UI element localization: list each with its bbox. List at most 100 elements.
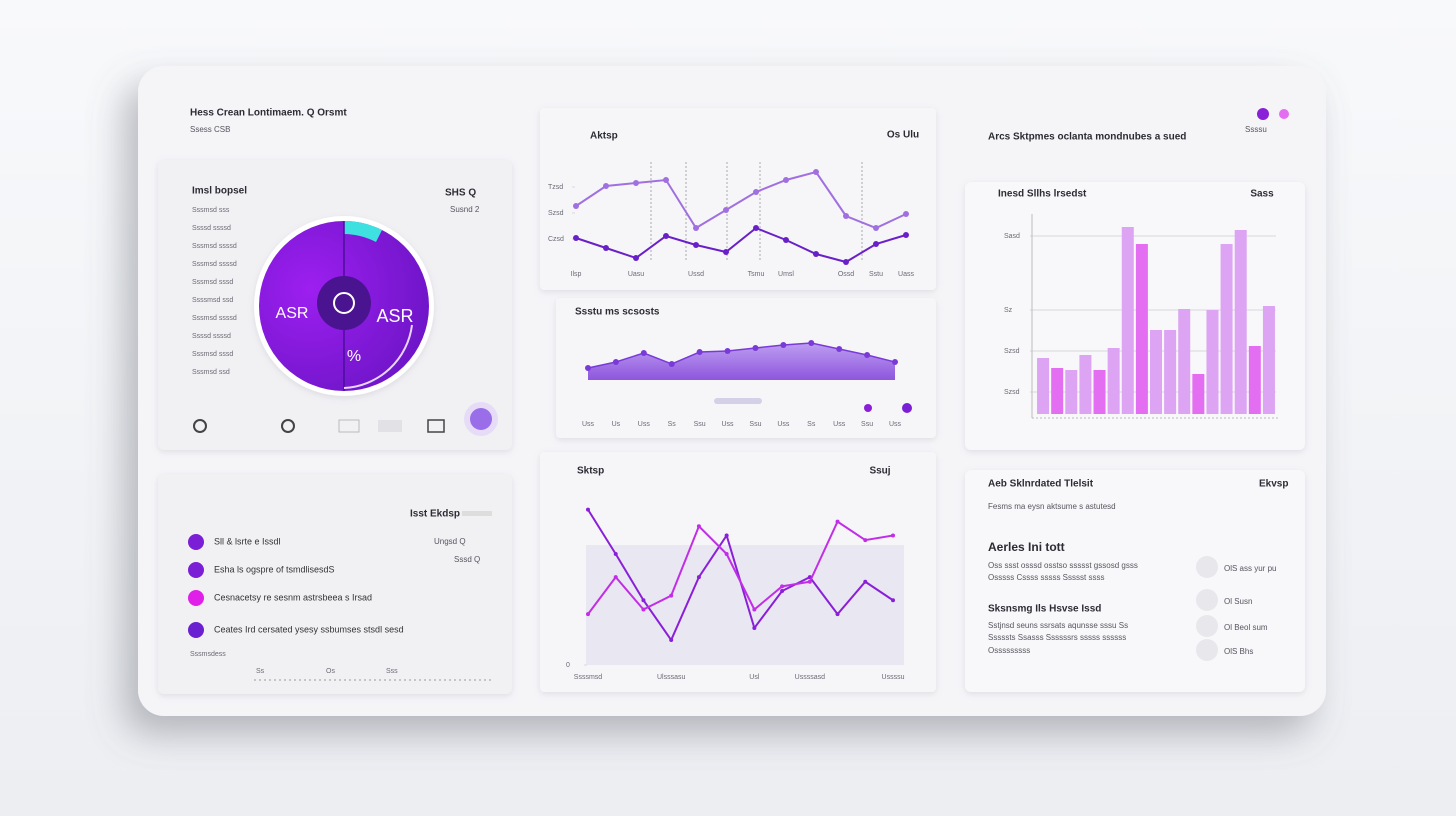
bar <box>1220 244 1233 414</box>
x-tick-label: Uss <box>722 421 735 428</box>
point <box>633 255 639 261</box>
legend-dot[interactable] <box>188 562 204 578</box>
point <box>723 207 729 213</box>
point <box>573 235 579 241</box>
toggle-label: Ol Beol sum <box>1224 623 1268 632</box>
icon[interactable] <box>378 420 402 432</box>
point <box>813 251 819 257</box>
point <box>668 361 675 367</box>
bar <box>1206 310 1219 414</box>
toggle-list: OlS ass yur pu Ol Susn Ol Beol sum OlS Bhs <box>1196 556 1276 661</box>
icon[interactable] <box>338 419 360 433</box>
point <box>724 552 729 556</box>
point <box>633 180 639 186</box>
bar <box>1121 227 1134 414</box>
list-item: Sssmsd ssssd <box>192 315 237 322</box>
point <box>835 612 840 617</box>
point <box>696 349 703 355</box>
x-tick-label: Ussssu <box>882 674 905 681</box>
y-tick-label: Szsd <box>1004 348 1020 355</box>
chart-title: Aktsp <box>590 131 618 142</box>
point <box>585 365 591 371</box>
icon[interactable] <box>193 419 207 433</box>
point <box>723 249 729 255</box>
x-tick-label: Usl <box>749 674 760 681</box>
point <box>873 225 879 231</box>
panel-title: Aeb Sklnrdated Tlelsit <box>988 479 1094 490</box>
plot-area <box>586 545 904 665</box>
bar <box>1107 348 1120 414</box>
legend-text: Ceates Ird cersated ysesy ssbumses stsdl… <box>214 624 404 634</box>
bar <box>1234 230 1247 414</box>
legend-text: Sll & lsrte e Issdl <box>214 536 281 546</box>
chart-subtitle: Ssuj <box>869 466 890 477</box>
x-tick-label: Ssu <box>694 421 706 428</box>
point <box>807 579 812 584</box>
text-line: Sstjnsd seuns ssrsats aqunsse sssu Ss <box>988 621 1128 630</box>
list-item: Sssmsd sssd <box>192 351 233 358</box>
x-tick-label: Umsl <box>778 271 794 278</box>
area <box>588 343 895 380</box>
donut-accent <box>344 221 382 242</box>
point <box>903 232 909 238</box>
chart-subtitle: Os Ulu <box>887 130 919 141</box>
panel <box>540 108 936 290</box>
donut-arc <box>343 324 413 389</box>
y-tick-label: Sz <box>1004 307 1013 314</box>
toggle[interactable] <box>1196 589 1218 611</box>
line <box>575 170 907 230</box>
bar <box>1051 368 1064 414</box>
icon[interactable] <box>281 419 295 433</box>
icon[interactable] <box>427 419 445 433</box>
point <box>780 342 787 348</box>
x-tick-label: Uss <box>777 421 790 428</box>
text-line: Osssssssss <box>988 646 1030 655</box>
y-tick-label: Sasd <box>1004 233 1020 240</box>
list-item: Ssssd ssssd <box>192 333 231 340</box>
point <box>813 169 819 175</box>
toggle[interactable] <box>1196 639 1218 661</box>
bar <box>1037 358 1050 414</box>
list-item: Sssmsd sss <box>192 207 230 214</box>
legend-dot[interactable] <box>188 590 204 606</box>
panel-meta: Ekvsp <box>1259 479 1288 490</box>
action-button-core[interactable] <box>470 408 492 430</box>
status-dot[interactable] <box>1279 109 1289 119</box>
bar <box>1262 306 1275 414</box>
legend-dot[interactable] <box>188 534 204 550</box>
y-tick-label: Szsd <box>1004 389 1020 396</box>
x-tick-label: Ussd <box>688 271 704 278</box>
x-tick-label: Ilsp <box>571 271 582 278</box>
pager-dot[interactable] <box>902 403 912 413</box>
chart-title: Sktsp <box>577 466 604 477</box>
bar <box>1150 330 1162 414</box>
status-dot[interactable] <box>1257 108 1269 120</box>
x-tick-label: Ussssasd <box>795 674 825 681</box>
bar <box>1093 370 1106 414</box>
list: Sssmsd sss Ssssd ssssd Sssmsd ssssd Sssmsd … <box>192 207 237 376</box>
bar <box>1164 330 1177 414</box>
point <box>780 584 785 589</box>
bar-decor <box>462 511 492 516</box>
section-title: Aerles Ini tott <box>988 540 1065 554</box>
point <box>696 524 701 529</box>
donut: ASR ASR % <box>254 216 434 396</box>
toggle[interactable] <box>1196 615 1218 637</box>
panel <box>965 182 1305 450</box>
scroll-bar[interactable] <box>714 398 762 404</box>
legend-dot[interactable] <box>188 622 204 638</box>
donut-label: ASR <box>276 305 309 322</box>
x-tick-label: Uss <box>889 421 902 428</box>
panel-meta: SHS Q <box>445 188 476 199</box>
point <box>843 213 849 219</box>
point <box>752 345 759 351</box>
panel <box>965 470 1305 692</box>
footer-item: Sss <box>386 668 398 675</box>
panel-meta: Sssd Q <box>454 555 480 564</box>
toggle[interactable] <box>1196 556 1218 578</box>
point <box>640 350 647 356</box>
pager-dot[interactable] <box>864 404 872 412</box>
point <box>863 538 868 543</box>
point <box>724 348 731 354</box>
